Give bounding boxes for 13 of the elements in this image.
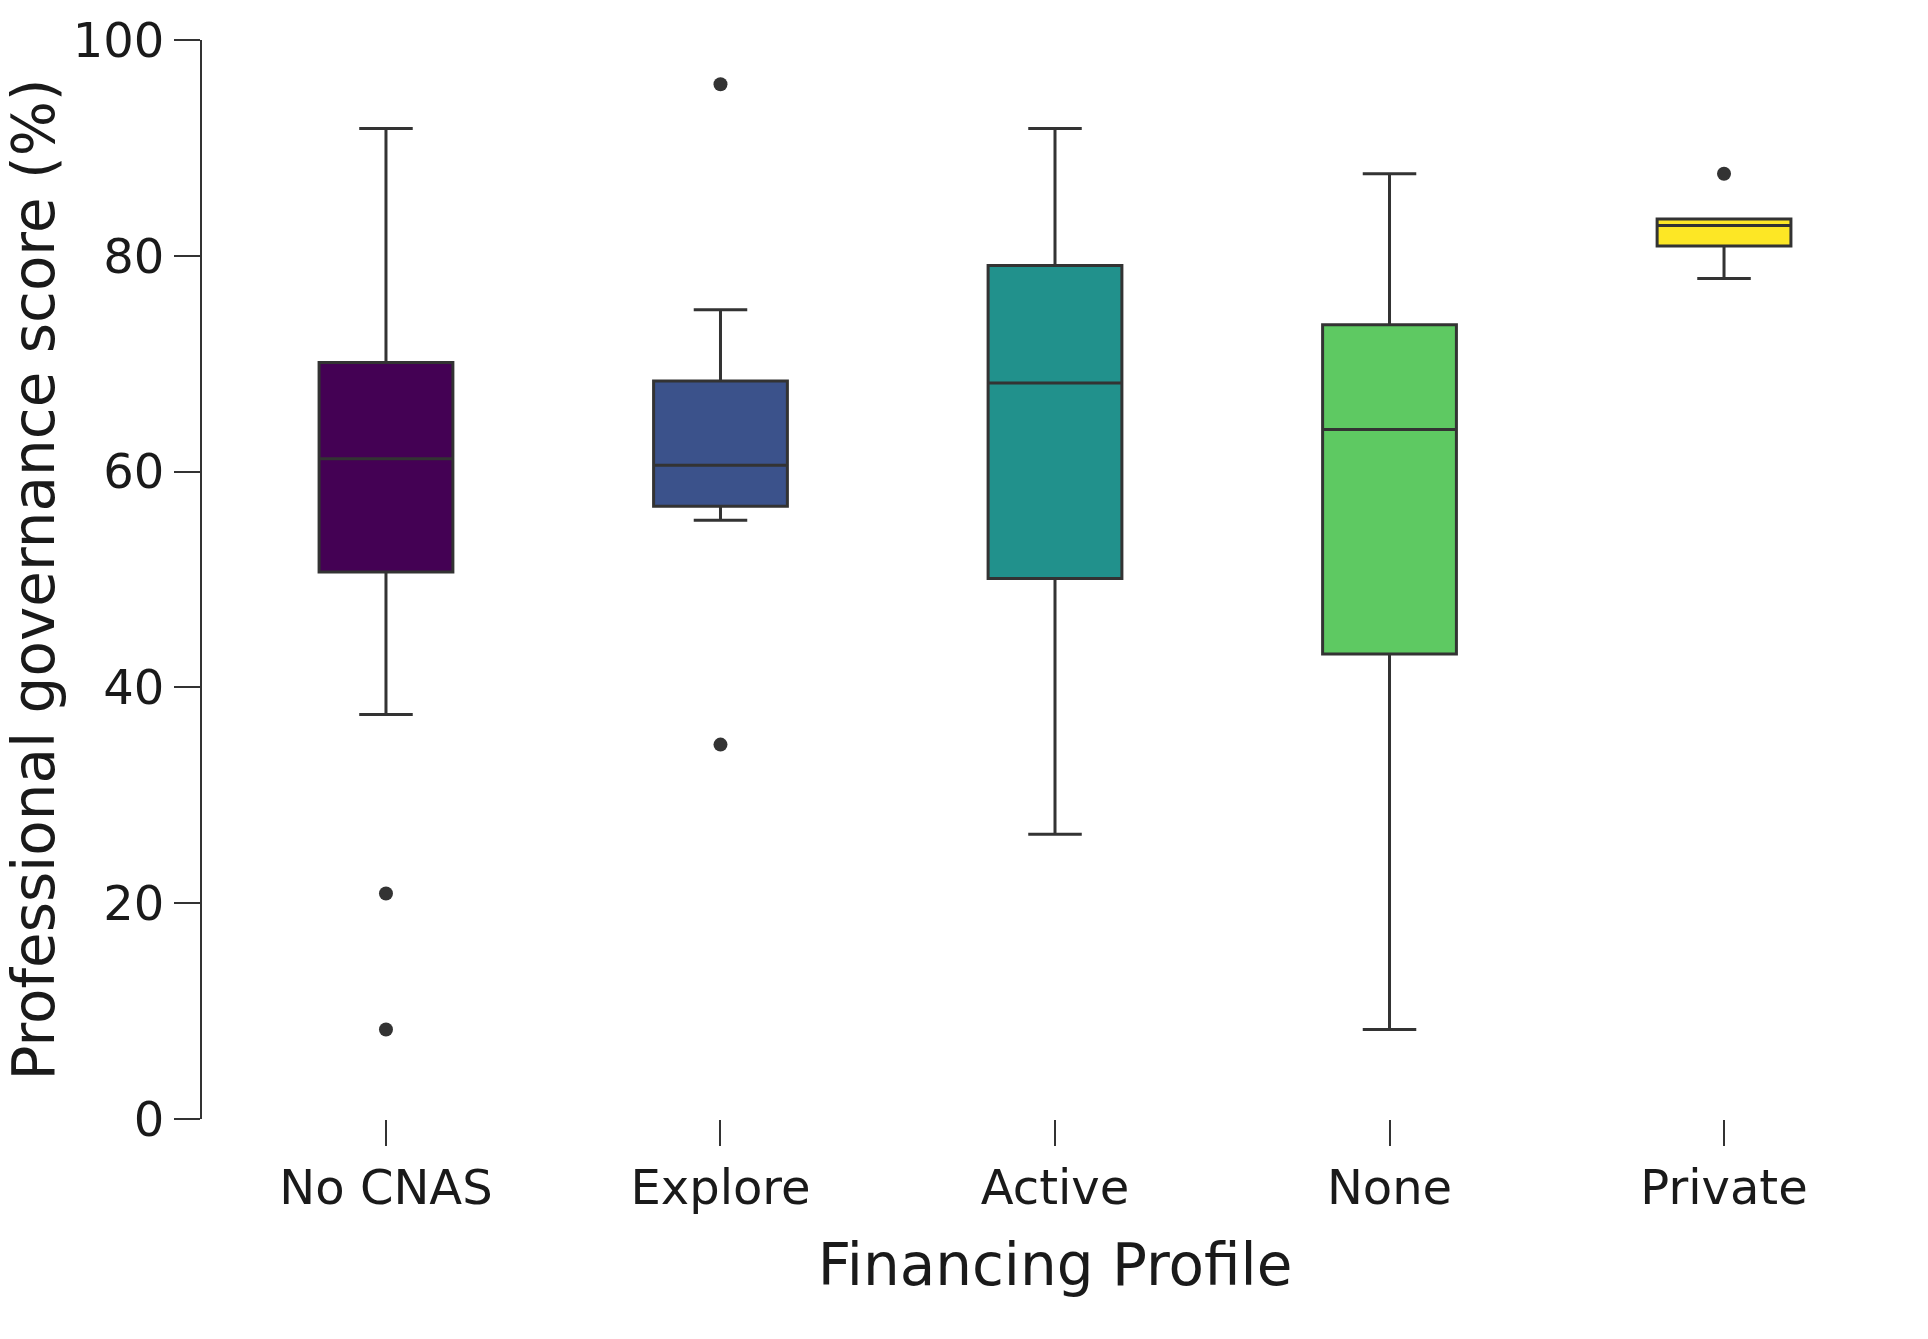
y-tick-label: 40 <box>103 659 165 716</box>
x-tick-label: Explore <box>630 1158 811 1215</box>
y-axis-title: Professional governance score (%) <box>0 78 68 1081</box>
y-tick-label: 100 <box>72 11 165 68</box>
x-tick-label: Active <box>980 1158 1130 1215</box>
x-axis-title: Financing Profile <box>817 1230 1293 1299</box>
x-tick-label: No CNAS <box>279 1158 493 1215</box>
y-tick-label: 0 <box>133 1090 165 1147</box>
x-tick-label: Private <box>1640 1158 1808 1215</box>
x-tick-label: None <box>1326 1158 1453 1215</box>
y-tick-label: 80 <box>103 227 165 284</box>
y-tick-label: 20 <box>103 875 165 931</box>
y-tick-label: 60 <box>103 443 165 500</box>
